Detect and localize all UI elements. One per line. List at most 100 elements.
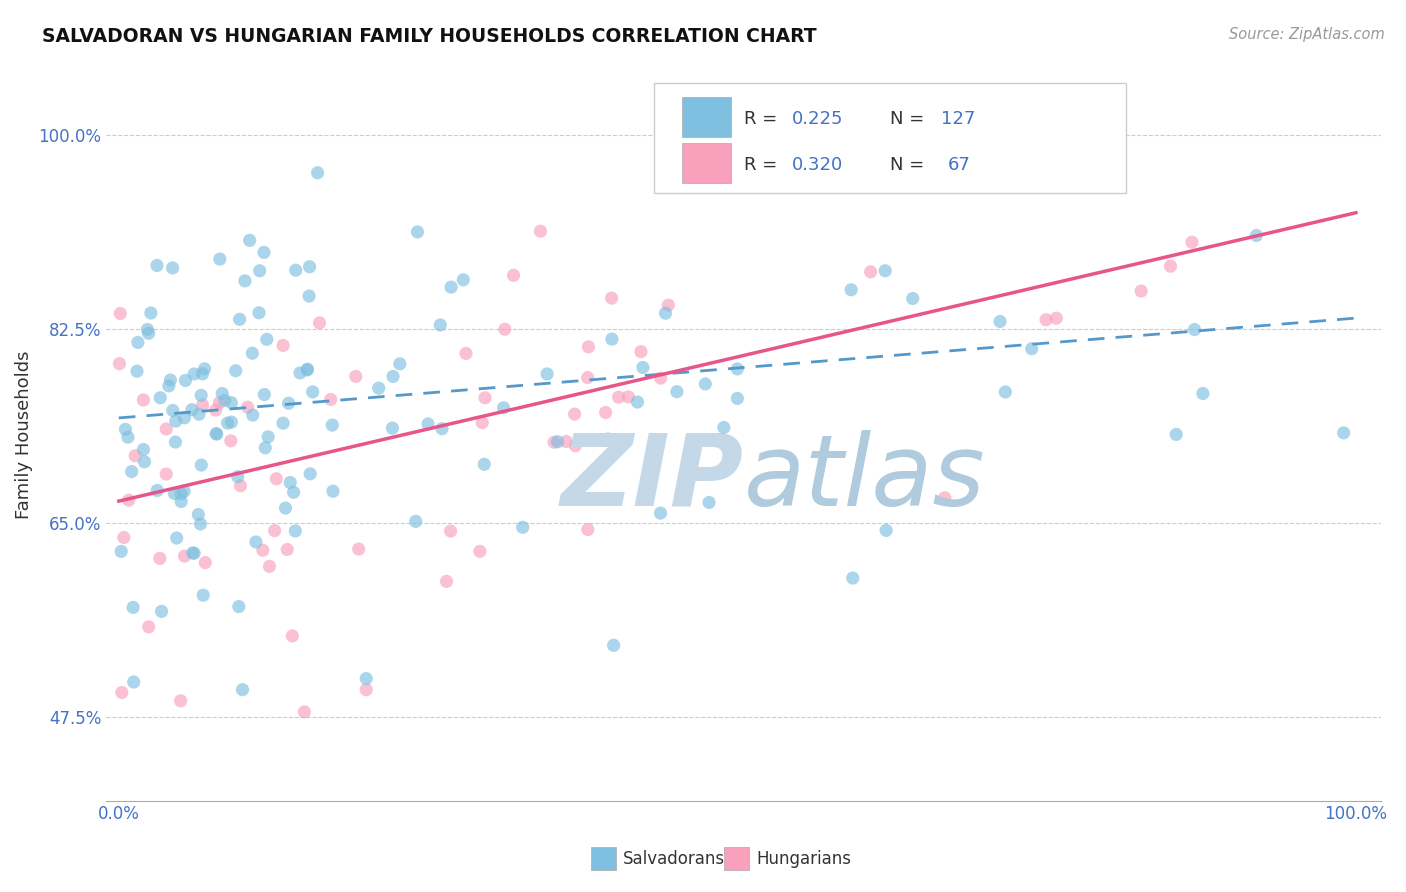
Point: [284, 524, 307, 538]
Point: [173, 410, 195, 425]
Point: [155, 422, 177, 436]
Point: [1246, 228, 1268, 243]
Point: [307, 166, 329, 180]
Point: [219, 434, 242, 448]
Point: [117, 430, 139, 444]
Point: [247, 306, 270, 320]
Point: [832, 178, 855, 193]
Point: [502, 268, 524, 283]
Point: [225, 364, 247, 378]
Point: [127, 335, 149, 350]
Point: [271, 338, 294, 352]
Point: [979, 104, 1001, 119]
Point: [602, 638, 624, 652]
Point: [1045, 311, 1067, 326]
Point: [136, 322, 159, 336]
Point: [155, 467, 177, 481]
Point: [277, 396, 299, 410]
FancyBboxPatch shape: [654, 83, 1126, 193]
Point: [190, 388, 212, 402]
Point: [108, 357, 131, 371]
Point: [875, 264, 897, 278]
Point: [382, 369, 405, 384]
Text: R =: R =: [744, 156, 783, 174]
Point: [173, 549, 195, 563]
Point: [439, 524, 461, 538]
Text: 67: 67: [948, 156, 970, 174]
Point: [112, 531, 135, 545]
Point: [430, 422, 453, 436]
Point: [576, 370, 599, 384]
Point: [208, 395, 231, 409]
Point: [139, 306, 162, 320]
Point: [308, 316, 330, 330]
Text: Salvadorans: Salvadorans: [623, 849, 725, 868]
Point: [193, 361, 215, 376]
Point: [842, 571, 865, 585]
Point: [146, 483, 169, 498]
Point: [529, 224, 551, 238]
Point: [165, 435, 187, 450]
Point: [1166, 427, 1188, 442]
Point: [138, 620, 160, 634]
Point: [162, 403, 184, 417]
Point: [240, 346, 263, 360]
Text: N =: N =: [890, 110, 931, 128]
Point: [138, 326, 160, 341]
Point: [725, 362, 748, 376]
Point: [607, 390, 630, 404]
Point: [288, 366, 311, 380]
Point: [1333, 425, 1355, 440]
Bar: [682, 143, 731, 183]
Point: [492, 401, 515, 415]
Text: R =: R =: [744, 110, 783, 128]
Point: [1184, 322, 1206, 336]
Point: [253, 245, 276, 260]
Point: [204, 403, 226, 417]
Point: [322, 484, 344, 499]
Point: [162, 260, 184, 275]
Point: [254, 441, 277, 455]
Point: [657, 298, 679, 312]
Point: [159, 373, 181, 387]
Point: [536, 367, 558, 381]
Point: [239, 233, 262, 247]
Point: [110, 306, 132, 320]
Point: [150, 604, 173, 618]
Point: [564, 407, 586, 421]
Point: [226, 469, 249, 483]
Point: [416, 827, 439, 841]
Point: [405, 514, 427, 528]
Point: [174, 374, 197, 388]
Point: [163, 486, 186, 500]
Point: [190, 458, 212, 472]
Point: [436, 574, 458, 589]
Point: [695, 376, 717, 391]
Point: [233, 274, 256, 288]
Point: [190, 516, 212, 531]
Point: [298, 260, 321, 274]
Point: [471, 416, 494, 430]
Point: [221, 395, 243, 409]
Point: [875, 524, 897, 538]
Text: Hungarians: Hungarians: [756, 849, 852, 868]
Point: [595, 405, 617, 419]
Point: [231, 682, 253, 697]
Point: [1192, 386, 1215, 401]
Point: [146, 259, 169, 273]
Point: [121, 465, 143, 479]
Point: [166, 531, 188, 545]
Point: [344, 369, 367, 384]
Point: [298, 289, 321, 303]
Point: [547, 434, 569, 449]
Text: Source: ZipAtlas.com: Source: ZipAtlas.com: [1229, 27, 1385, 42]
Point: [118, 493, 141, 508]
Point: [297, 362, 319, 376]
Point: [263, 524, 285, 538]
Point: [181, 546, 204, 560]
Point: [1035, 312, 1057, 326]
Point: [451, 273, 474, 287]
Point: [193, 588, 215, 602]
Point: [191, 398, 214, 412]
Point: [170, 487, 193, 501]
